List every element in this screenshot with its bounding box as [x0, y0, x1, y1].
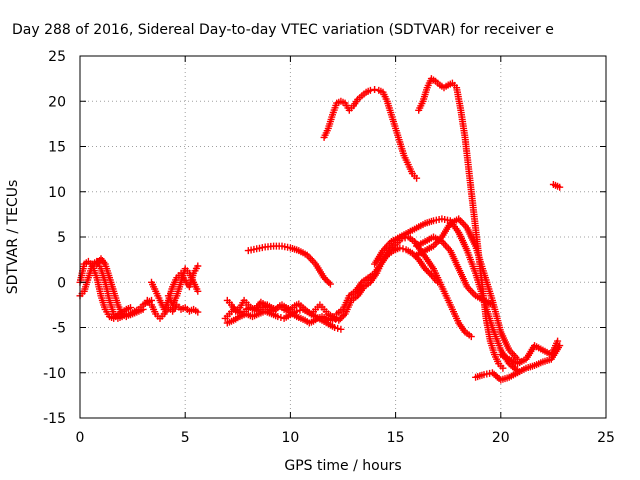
data-point: [399, 245, 407, 253]
data-point: [320, 274, 328, 282]
y-tick-label: -5: [52, 321, 66, 337]
y-axis-label: SDTVAR / TECUs: [5, 180, 21, 295]
data-point: [396, 244, 404, 252]
series-4: [143, 296, 202, 322]
data-point: [323, 277, 331, 285]
x-tick-label: 25: [597, 430, 615, 446]
series-19: [497, 337, 562, 368]
data-point: [322, 275, 330, 283]
y-tick-label: -15: [43, 411, 66, 427]
series-13: [333, 244, 442, 318]
data-point: [424, 268, 432, 276]
data-point: [499, 364, 507, 372]
grid-lines: [80, 56, 606, 418]
series-10: [244, 242, 334, 288]
data-point: [554, 337, 562, 345]
data-point: [274, 313, 282, 321]
x-tick-label: 10: [281, 430, 299, 446]
data-point: [325, 279, 333, 286]
y-tick-label: 25: [48, 49, 66, 65]
y-tick-label: 20: [48, 94, 66, 110]
data-series: [76, 75, 564, 384]
y-tick-label: 5: [57, 230, 66, 246]
chart-title: Day 288 of 2016, Sidereal Day-to-day VTE…: [12, 22, 554, 38]
data-point: [331, 324, 339, 331]
data-point: [194, 262, 202, 270]
data-point: [423, 266, 431, 274]
data-point: [408, 249, 416, 257]
data-point: [194, 308, 202, 316]
data-point: [426, 269, 434, 277]
data-point: [338, 313, 346, 321]
x-tick-label: 15: [387, 430, 405, 446]
series-20: [549, 181, 564, 191]
x-axis-label: GPS time / hours: [284, 458, 401, 474]
data-point: [127, 304, 134, 312]
series-18: [472, 342, 564, 384]
y-tick-label: -10: [43, 366, 66, 382]
series-16: [413, 233, 496, 309]
data-point: [337, 325, 345, 333]
y-tick-label: 0: [57, 275, 66, 291]
data-point: [194, 287, 202, 295]
data-point: [293, 307, 301, 315]
data-point: [434, 278, 442, 286]
series-9: [223, 305, 345, 333]
data-point: [334, 324, 342, 332]
series-11: [320, 86, 421, 182]
data-point: [413, 174, 421, 182]
x-tick-label: 20: [492, 430, 510, 446]
x-tick-label: 5: [181, 430, 190, 446]
x-axis: 0 5 10 15 20 25: [76, 56, 615, 446]
x-tick-label: 0: [76, 430, 85, 446]
data-point: [467, 333, 475, 341]
data-point: [335, 316, 343, 324]
data-point: [329, 314, 336, 322]
data-point: [488, 301, 496, 309]
data-point: [556, 183, 564, 191]
plot-frame: [79, 55, 607, 419]
data-point: [371, 86, 379, 93]
y-tick-label: 10: [48, 185, 66, 201]
y-axis: -15 -10 -5 0 5 10 15 20 25: [43, 49, 606, 427]
series-2: [76, 257, 134, 322]
series-6: [164, 265, 202, 309]
data-point: [366, 86, 374, 94]
y-tick-label: 15: [48, 140, 66, 156]
data-point: [421, 265, 429, 273]
data-point: [326, 280, 334, 288]
data-point: [340, 312, 347, 319]
data-point: [336, 315, 344, 323]
series-17: [415, 75, 507, 372]
